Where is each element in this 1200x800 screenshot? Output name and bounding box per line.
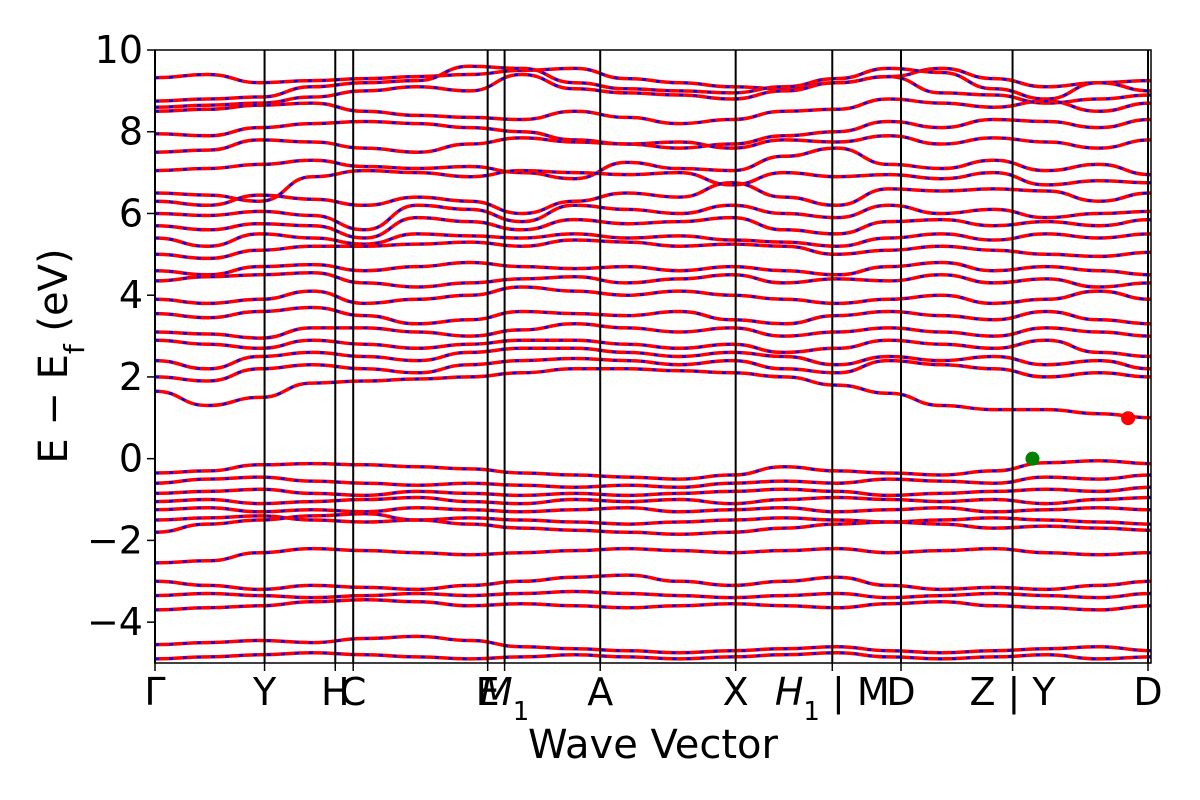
band-line-spin-up [155, 285, 1151, 306]
y-axis-label-unit: (eV) [31, 248, 77, 344]
x-tick-label-main: Z | Y [969, 670, 1056, 715]
band-line-spin-up [155, 514, 1151, 526]
y-tick-label: 2 [119, 355, 143, 399]
band-line-spin-up [155, 651, 1151, 661]
band-line-spin-up [155, 573, 1151, 592]
band-edge-marker [1025, 451, 1040, 466]
band-line-spin-up [155, 346, 1151, 371]
y-tick-label: 6 [119, 191, 143, 235]
x-tick-label: E [476, 670, 500, 714]
band-line-spin-down [155, 338, 1151, 358]
y-axis-label: E − Ef (eV) [31, 248, 91, 463]
x-tick-label-main: D [1133, 670, 1162, 714]
x-tick-label: C [340, 670, 367, 714]
x-tick-label-main: M [480, 670, 513, 714]
band-line-spin-down [155, 216, 1151, 240]
y-tick-label: 10 [95, 28, 143, 72]
x-tick-label: A [587, 670, 613, 714]
y-tick-label: 8 [119, 110, 143, 154]
band-line-spin-up [155, 589, 1151, 600]
band-line-spin-down [155, 73, 1151, 109]
band-line-spin-up [155, 356, 1151, 383]
x-tick-label: H1 | M [775, 670, 890, 727]
band-line-spin-up [155, 458, 1151, 481]
band-edge-markers [1025, 411, 1136, 466]
band-line-spin-up [155, 305, 1151, 326]
x-tick-label: Z | Y [969, 670, 1056, 715]
x-tick-label: D [886, 670, 915, 714]
x-tick-label-main: E [476, 670, 500, 714]
band-line-spin-down [155, 204, 1151, 232]
band-line-spin-up [155, 485, 1151, 498]
band-line-spin-up [155, 512, 1151, 537]
band-line-spin-up [155, 260, 1151, 277]
band-line-spin-up [155, 546, 1151, 565]
x-tick-label-main: Y [252, 670, 277, 714]
y-axis-ticks: −4 −2 0 2 4 6 8 10 [87, 28, 155, 644]
band-line-spin-up [155, 495, 1151, 506]
x-tick-label-main: X [723, 670, 749, 714]
band-line-spin-up [155, 473, 1151, 490]
x-tick-label: H [321, 670, 350, 714]
x-tick-label-main: C [340, 670, 367, 714]
x-tick-label-subscript: 1 [803, 697, 820, 727]
y-tick-label: 0 [119, 437, 143, 481]
x-tick-label-suffix: | M [820, 670, 890, 715]
x-tick-label-main: Γ [144, 670, 165, 714]
band-line-spin-up [155, 505, 1151, 514]
x-tick-label-main: H [775, 670, 804, 714]
y-tick-label: −4 [87, 600, 143, 644]
band-line-spin-down [155, 146, 1151, 180]
band-edge-marker [1121, 411, 1136, 426]
x-tick-label: M1 [480, 670, 529, 727]
band-line-spin-up [155, 168, 1151, 203]
y-axis-label-subscript: f [58, 343, 91, 354]
x-tick-label: X [723, 670, 749, 714]
band-line-spin-up [155, 367, 1151, 420]
band-line-spin-up [155, 322, 1151, 340]
x-tick-label-main: A [587, 670, 613, 714]
band-line-spin-up [155, 97, 1151, 126]
band-line-spin-down [155, 65, 1151, 103]
y-tick-label: 4 [119, 273, 143, 317]
x-tick-label: Γ [144, 670, 165, 714]
y-axis-label-main: E − E [31, 354, 77, 464]
y-tick-label: −2 [87, 518, 143, 562]
x-tick-label: Y [252, 670, 277, 714]
band-line-spin-down [155, 181, 1151, 215]
band-lines [155, 64, 1151, 661]
x-axis-label: Wave Vector [528, 722, 779, 768]
band-line-spin-up [155, 597, 1151, 612]
band-line-spin-up [155, 232, 1151, 248]
x-tick-label-main: H [321, 670, 350, 714]
high-symmetry-lines [154, 50, 1150, 663]
band-line-spin-up [155, 238, 1151, 261]
x-tick-label: D [1133, 670, 1162, 714]
band-line-spin-up [155, 634, 1151, 655]
band-line-spin-down [155, 134, 1151, 154]
x-tick-label-subscript: 1 [513, 697, 530, 727]
plot-frame [154, 49, 1152, 664]
band-line-spin-up [155, 66, 1151, 91]
band-line-spin-down [155, 118, 1151, 150]
band-line-spin-up [155, 270, 1151, 289]
x-tick-label-main: D [886, 670, 915, 714]
